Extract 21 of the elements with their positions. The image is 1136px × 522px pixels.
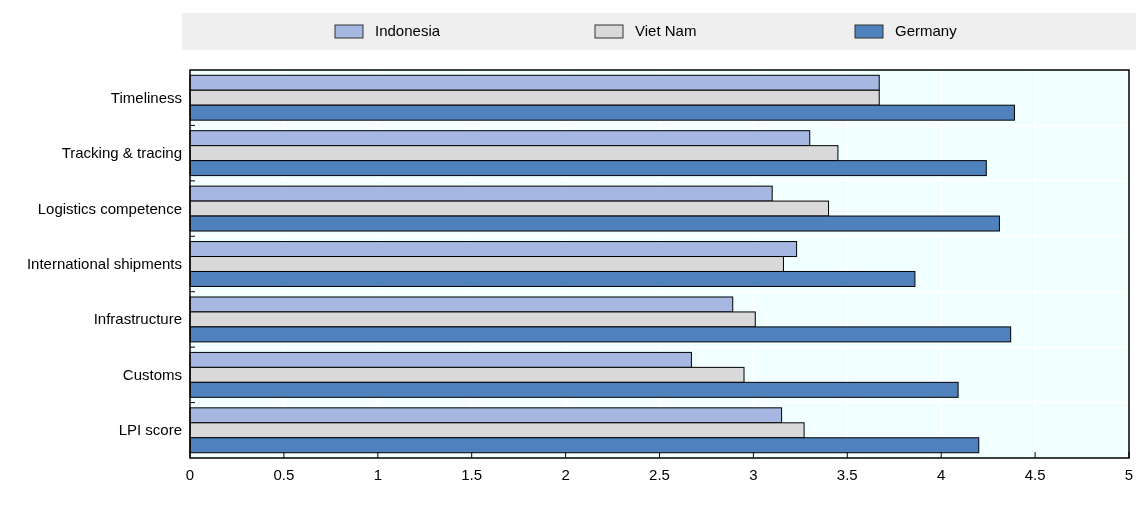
x-tick-label: 1	[373, 466, 382, 483]
legend-label: Viet Nam	[635, 22, 697, 39]
x-tick-label: 0.5	[273, 466, 295, 483]
y-tick-label: LPI score	[118, 421, 182, 439]
x-tick-label: 1.5	[461, 466, 483, 483]
legend-label: Germany	[895, 22, 958, 39]
x-tick-label: 3	[749, 466, 758, 483]
y-tick-label: Logistics competence	[37, 199, 182, 217]
x-tick-label: 2	[561, 466, 570, 483]
y-tick-label: Tracking & tracing	[61, 144, 182, 162]
x-tick-label: 3.5	[836, 466, 858, 483]
y-tick-label: Timeliness	[110, 88, 182, 106]
y-tick-label: Customs	[122, 365, 182, 383]
x-tick-label: 2.5	[649, 466, 670, 483]
x-tick-label: 4.5	[1024, 466, 1046, 483]
x-tick-label: 0	[185, 466, 195, 483]
legend-label: Indonesia	[375, 22, 441, 39]
x-tick-label: 5	[1124, 466, 1134, 483]
x-tick-label: 4	[937, 466, 946, 483]
y-tick-label: Infrastructure	[93, 310, 182, 328]
y-tick-label: International shipments	[26, 255, 182, 272]
